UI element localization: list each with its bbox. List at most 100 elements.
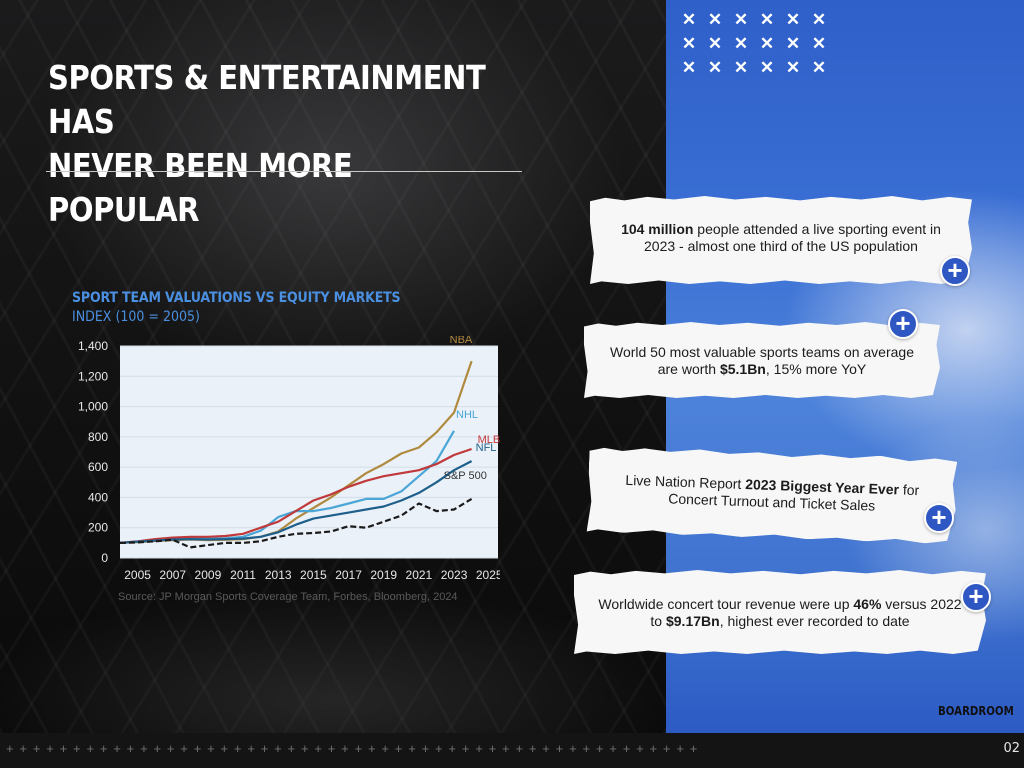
plus-pattern-icon: +: [676, 741, 690, 756]
x-mark-icon: ✕: [785, 34, 801, 53]
x-tick-label: 2021: [406, 568, 433, 582]
plus-pattern-icon: +: [595, 741, 610, 756]
x-mark-icon: ✕: [759, 58, 775, 77]
plus-pattern-icon: +: [689, 741, 704, 756]
plus-pattern-icon: +: [274, 741, 288, 756]
plus-pattern-icon: +: [166, 741, 181, 756]
stat-note-tour-revenue: Worldwide concert tour revenue were up 4…: [574, 570, 986, 654]
x-tick-label: 2013: [265, 568, 292, 582]
plus-pattern-icon: +: [99, 741, 114, 756]
plus-pattern-icon: +: [569, 741, 583, 756]
x-tick-label: 2011: [230, 568, 256, 582]
plus-pattern-icon: +: [662, 741, 677, 756]
series-label: NHL: [456, 409, 478, 421]
series-label: S&P 500: [444, 470, 487, 482]
x-mark-icon: ✕: [811, 58, 827, 77]
x-mark-icon: ✕: [733, 58, 749, 77]
x-mark-icon: ✕: [759, 10, 775, 29]
plus-pattern-icon: +: [287, 741, 301, 756]
plus-pattern-icon: +: [6, 741, 20, 756]
plus-pattern-icon: +: [59, 741, 74, 756]
title-line-1: SPORTS & ENTERTAINMENT HAS: [48, 58, 486, 141]
x-mark-icon: ✕: [707, 58, 723, 77]
plus-pattern-icon: +: [32, 741, 47, 756]
page-number: 02: [997, 741, 1020, 756]
note-highlight: 46%: [853, 596, 882, 612]
x-tick-label: 2005: [124, 568, 151, 582]
plus-pattern-icon: +: [515, 741, 529, 756]
x-pattern-decoration: ✕ ✕ ✕ ✕ ✕ ✕ ✕ ✕ ✕ ✕ ✕ ✕ ✕ ✕ ✕ ✕ ✕ ✕: [676, 8, 836, 77]
series-label: NFL: [476, 442, 497, 454]
plus-pattern-icon: +: [19, 741, 33, 756]
plus-pattern-icon: +: [327, 741, 342, 756]
stat-note-team-value: World 50 most valuable sports teams on a…: [584, 322, 940, 398]
plus-pattern-icon: +: [582, 741, 596, 756]
note-text: World 50 most valuable sports teams on a…: [608, 344, 916, 378]
x-tick-label: 2019: [370, 568, 397, 582]
note-text-part: , 15% more YoY: [765, 361, 867, 377]
x-mark-icon: ✕: [681, 10, 697, 29]
plus-pattern-icon: +: [394, 741, 409, 756]
chart-subtitle: INDEX (100 = 2005): [72, 309, 200, 325]
x-tick-label: 2017: [335, 568, 362, 582]
note-text: Worldwide concert tour revenue were up 4…: [596, 596, 964, 630]
x-tick-label: 2023: [441, 568, 468, 582]
plus-pattern-icon: +: [475, 741, 489, 756]
plus-pattern-icon: +: [555, 741, 570, 756]
plus-pattern-icon: +: [126, 741, 141, 756]
plus-pattern-icon: +: [153, 741, 167, 756]
note-highlight: $9.17Bn: [665, 613, 720, 629]
plus-pattern-icon: +: [247, 741, 261, 756]
x-tick-label: 2025: [476, 568, 500, 582]
page-title: SPORTS & ENTERTAINMENT HAS NEVER BEEN MO…: [48, 56, 506, 232]
x-mark-icon: ✕: [733, 34, 749, 53]
x-mark-icon: ✕: [759, 34, 775, 53]
note-text-part: versus 2022 to: [650, 596, 962, 629]
stat-note-attendance: 104 million people attended a live sport…: [590, 196, 972, 284]
brand-logo: BOARDROOM: [938, 704, 1014, 718]
note-text-part: , highest ever recorded to date: [719, 613, 910, 629]
plus-icon[interactable]: +: [924, 503, 954, 533]
plus-pattern-icon: +: [260, 741, 275, 756]
x-mark-icon: ✕: [707, 10, 723, 29]
plus-pattern-icon: +: [180, 741, 194, 756]
plus-pattern-icon: +: [488, 741, 503, 756]
x-mark-icon: ✕: [785, 10, 801, 29]
y-tick-label: 400: [88, 490, 108, 504]
plus-pattern-icon: +: [233, 741, 248, 756]
plus-pattern-icon: +: [354, 741, 368, 756]
plus-icon[interactable]: +: [940, 256, 970, 286]
plus-pattern-icon: +: [341, 741, 355, 756]
plus-pattern-icon: +: [609, 741, 623, 756]
plus-pattern-icon: +: [381, 741, 395, 756]
plus-pattern-icon: +: [502, 741, 516, 756]
x-tick-label: 2007: [159, 568, 186, 582]
chart-source: Source: JP Morgan Sports Coverage Team, …: [118, 591, 458, 603]
note-text-part: Worldwide concert tour revenue were up: [598, 596, 854, 612]
note-highlight: 104 million: [621, 221, 694, 237]
y-tick-label: 0: [101, 551, 108, 565]
x-mark-icon: ✕: [681, 58, 697, 77]
title-divider: [46, 171, 522, 172]
valuation-line-chart: 0 200 400 600 800 1,000 1,200 1,400 2005 2007 2009…: [78, 336, 500, 582]
plus-pattern-icon: +: [300, 741, 315, 756]
stat-note-live-nation: Live Nation Report 2023 Biggest Year Eve…: [587, 446, 958, 545]
note-text-part: Live Nation Report: [625, 471, 746, 493]
x-mark-icon: ✕: [681, 34, 697, 53]
series-line-s-p-500: [119, 497, 473, 549]
plus-icon[interactable]: +: [888, 309, 918, 339]
plus-pattern-icon: +: [113, 741, 127, 756]
plus-pattern-icon: +: [421, 741, 435, 756]
chart-title: SPORT TEAM VALUATIONS VS EQUITY MARKETS: [72, 290, 401, 306]
series-line-mlb: [119, 447, 472, 544]
plus-pattern-decoration: ++++++++++++++++++++++++++++++++++++++++…: [6, 741, 986, 756]
series-line-nfl: [119, 460, 473, 544]
y-tick-label: 600: [88, 460, 108, 474]
plus-pattern-icon: +: [542, 741, 556, 756]
plus-pattern-icon: +: [207, 741, 221, 756]
series-label: NBA: [450, 336, 473, 346]
note-text-part: people attended a live sporting event in…: [644, 221, 941, 254]
footer-strip: ++++++++++++++++++++++++++++++++++++++++…: [0, 733, 1024, 768]
plus-icon[interactable]: +: [961, 582, 991, 612]
y-tick-label: 1,200: [78, 369, 108, 383]
